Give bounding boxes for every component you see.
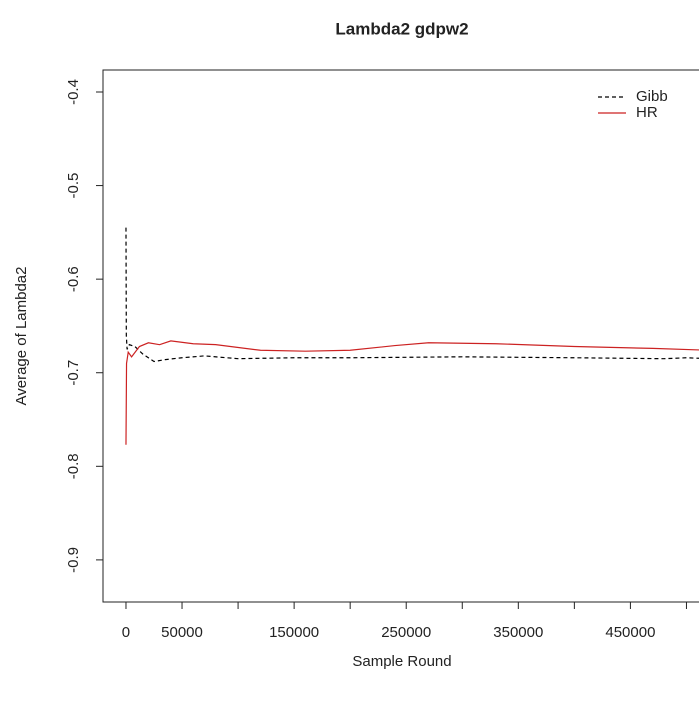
y-tick-label: -0.9 — [65, 547, 82, 573]
y-tick-label: -0.5 — [65, 173, 82, 199]
x-tick-label: 150000 — [269, 624, 319, 641]
x-tick-label: 250000 — [381, 624, 431, 641]
legend-label: Gibb — [636, 88, 668, 105]
chart-title: Lambda2 gdpw2 — [335, 19, 468, 38]
y-tick-label: -0.8 — [65, 453, 82, 479]
x-tick-label: 350000 — [493, 624, 543, 641]
y-axis-label: Average of Lambda2 — [13, 267, 30, 406]
y-tick-label: -0.4 — [65, 79, 82, 105]
y-tick-label: -0.7 — [65, 360, 82, 386]
x-axis-label: Sample Round — [352, 653, 451, 670]
series-line — [125, 227, 699, 363]
x-tick-label: 0 — [122, 624, 130, 641]
x-tick-label: 450000 — [605, 624, 655, 641]
legend-label: HR — [636, 104, 658, 121]
x-tick-label: 50000 — [161, 624, 203, 641]
series-line — [125, 340, 699, 445]
y-tick-label: -0.6 — [65, 266, 82, 292]
plot-frame — [102, 69, 699, 603]
